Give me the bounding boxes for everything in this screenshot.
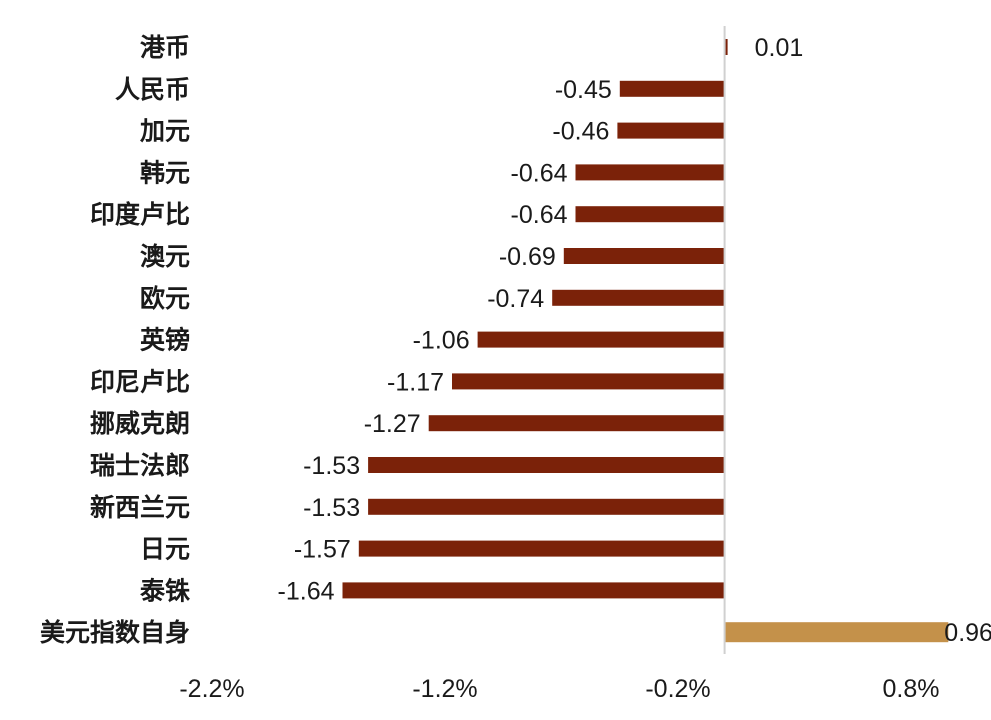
x-tick-label: -1.2% xyxy=(412,675,477,703)
category-label: 欧元 xyxy=(140,284,190,313)
value-label: -0.45 xyxy=(555,76,612,104)
bar-7 xyxy=(552,289,725,306)
bar-12 xyxy=(368,498,725,515)
category-label: 韩元 xyxy=(140,158,190,187)
bar-5 xyxy=(575,206,725,223)
bar-3 xyxy=(617,122,725,139)
bars-layer xyxy=(342,39,949,643)
bar-1 xyxy=(724,39,728,55)
category-label: 印尼卢比 xyxy=(90,367,190,396)
value-label: -1.53 xyxy=(303,494,360,522)
x-axis-tick-labels: -2.2% -1.2% -0.2% 0.8% xyxy=(179,675,939,703)
category-label: 新西兰元 xyxy=(90,493,190,522)
value-label: -1.06 xyxy=(413,327,470,355)
bar-9 xyxy=(452,373,725,390)
category-label: 澳元 xyxy=(140,242,190,271)
value-label: -1.57 xyxy=(294,536,351,564)
value-label: -0.69 xyxy=(499,243,556,271)
x-tick-label: -0.2% xyxy=(645,675,710,703)
x-tick-label: -2.2% xyxy=(179,675,244,703)
value-label: -1.64 xyxy=(278,577,335,605)
category-label: 瑞士法郎 xyxy=(90,451,190,480)
bar-6 xyxy=(563,248,725,264)
bar-8 xyxy=(477,331,725,348)
category-label: 人民币 xyxy=(115,75,190,104)
category-label: 美元指数自身 xyxy=(40,618,190,647)
value-label: -1.17 xyxy=(387,368,444,396)
category-label: 加元 xyxy=(139,117,190,146)
value-labels: 0.01 -0.45 -0.46 -0.64 -0.64 -0.69 -0.74 -1.06 -… xyxy=(278,34,991,647)
category-label: 泰铢 xyxy=(140,576,190,605)
value-label: -1.27 xyxy=(364,410,421,438)
value-label: 0.01 xyxy=(755,34,804,62)
value-label: -0.64 xyxy=(511,201,568,229)
bar-2 xyxy=(619,80,725,97)
category-label: 英镑 xyxy=(140,326,190,355)
bar-14 xyxy=(342,582,725,599)
bar-15 xyxy=(724,622,949,643)
category-label: 挪威克朗 xyxy=(90,409,190,438)
value-label: -0.74 xyxy=(487,285,544,313)
category-label: 印度卢比 xyxy=(90,200,190,229)
x-tick-label: 0.8% xyxy=(883,675,940,703)
category-label: 日元 xyxy=(140,535,190,564)
value-label: -0.64 xyxy=(511,159,568,187)
category-label: 港币 xyxy=(140,33,190,62)
value-label: 0.96 xyxy=(944,619,991,647)
bar-4 xyxy=(575,164,725,181)
bar-13 xyxy=(358,540,725,557)
category-labels: 港币人民币加元韩元印度卢比澳元欧元英镑印尼卢比挪威克朗瑞士法郎新西兰元日元泰铢美… xyxy=(40,33,190,647)
value-label: -0.46 xyxy=(552,118,609,146)
bar-11 xyxy=(368,457,725,473)
bar-10 xyxy=(428,415,725,432)
value-label: -1.53 xyxy=(303,452,360,480)
